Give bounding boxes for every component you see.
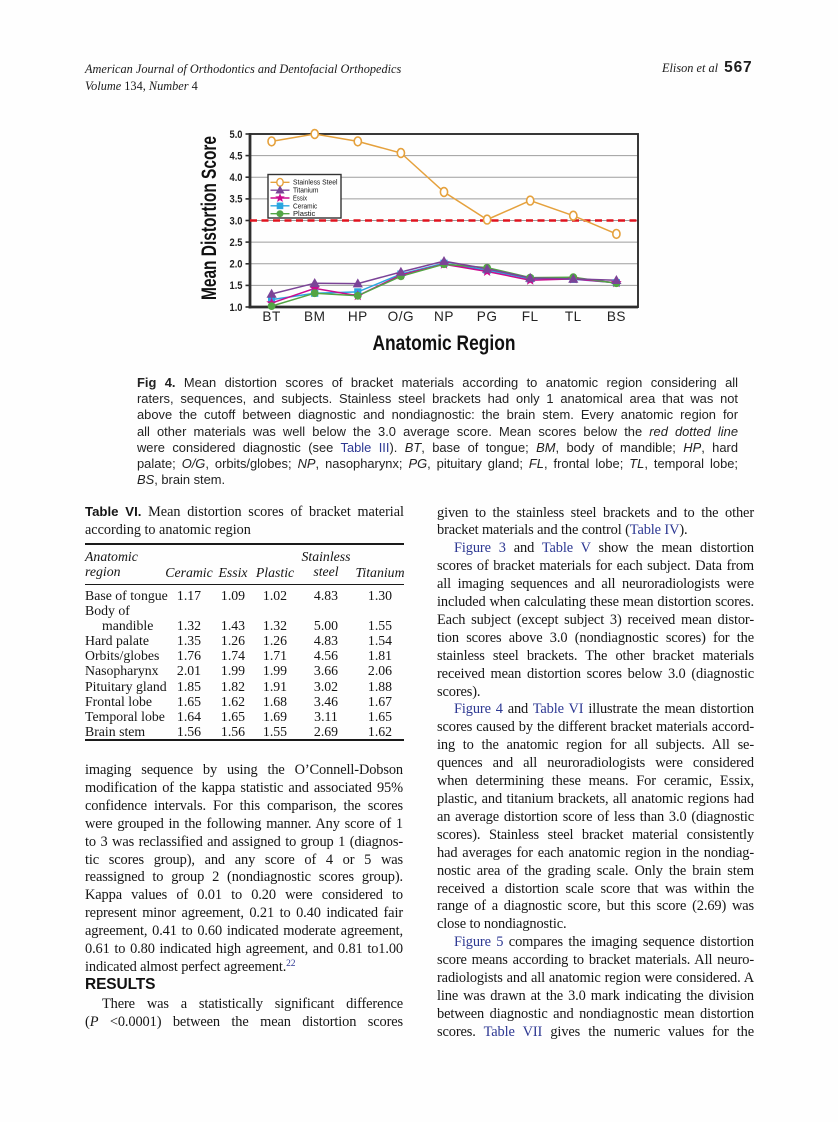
svg-text:Titanium: Titanium [293,186,319,195]
svg-text:BS: BS [607,309,626,324]
svg-text:HP: HP [348,309,368,324]
svg-text:4.0: 4.0 [230,172,243,184]
svg-text:1.5: 1.5 [230,280,243,292]
svg-text:Anatomic Region: Anatomic Region [373,332,516,355]
svg-text:3.0: 3.0 [230,215,243,227]
svg-text:NP: NP [434,309,454,324]
svg-text:BM: BM [304,309,325,324]
svg-text:2.0: 2.0 [230,259,243,271]
svg-text:3.5: 3.5 [230,194,243,206]
svg-text:PG: PG [477,309,498,324]
svg-text:Essix: Essix [293,193,307,202]
svg-text:5.0: 5.0 [230,129,243,141]
svg-text:Plastic: Plastic [293,209,316,218]
svg-text:Ceramic: Ceramic [293,201,318,210]
svg-text:Stainless Steel: Stainless Steel [293,178,338,187]
svg-text:1.0: 1.0 [230,302,243,314]
svg-text:FL: FL [522,309,539,324]
svg-text:TL: TL [565,309,582,324]
svg-text:O/G: O/G [388,309,414,324]
svg-text:4.5: 4.5 [230,150,243,162]
svg-text:BT: BT [262,309,280,324]
svg-text:2.5: 2.5 [230,237,243,249]
svg-text:Mean Distortion Score: Mean Distortion Score [198,136,221,300]
